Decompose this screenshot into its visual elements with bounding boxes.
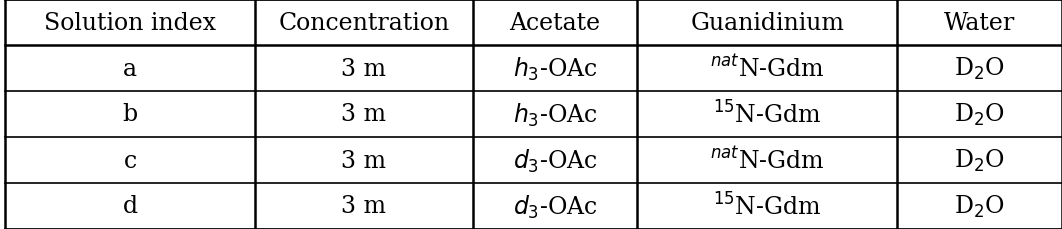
Text: $\mathit{h}_3$-OAc: $\mathit{h}_3$-OAc [513, 101, 597, 128]
Text: D$_2$O: D$_2$O [955, 56, 1005, 82]
Text: Acetate: Acetate [510, 11, 600, 34]
Text: a: a [123, 57, 137, 80]
Text: $^{15}$N-Gdm: $^{15}$N-Gdm [713, 101, 822, 128]
Text: c: c [123, 149, 137, 172]
Text: $\mathit{d}_3$-OAc: $\mathit{d}_3$-OAc [513, 193, 597, 220]
Text: $^{\mathit{nat}}$N-Gdm: $^{\mathit{nat}}$N-Gdm [710, 56, 824, 82]
Text: D$_2$O: D$_2$O [955, 147, 1005, 173]
Text: D$_2$O: D$_2$O [955, 193, 1005, 219]
Text: Guanidinium: Guanidinium [690, 11, 844, 34]
Text: $^{15}$N-Gdm: $^{15}$N-Gdm [713, 193, 822, 220]
Text: Concentration: Concentration [278, 11, 449, 34]
Text: 3 m: 3 m [341, 195, 387, 218]
Text: b: b [122, 103, 138, 126]
Text: $\mathit{d}_3$-OAc: $\mathit{d}_3$-OAc [513, 147, 597, 174]
Text: D$_2$O: D$_2$O [955, 101, 1005, 128]
Text: 3 m: 3 m [341, 57, 387, 80]
Text: $^{\mathit{nat}}$N-Gdm: $^{\mathit{nat}}$N-Gdm [710, 147, 824, 173]
Text: 3 m: 3 m [341, 103, 387, 126]
Text: $\mathit{h}_3$-OAc: $\mathit{h}_3$-OAc [513, 55, 597, 82]
Text: Solution index: Solution index [45, 11, 216, 34]
Text: d: d [122, 195, 138, 218]
Text: 3 m: 3 m [341, 149, 387, 172]
Text: Water: Water [944, 11, 1015, 34]
